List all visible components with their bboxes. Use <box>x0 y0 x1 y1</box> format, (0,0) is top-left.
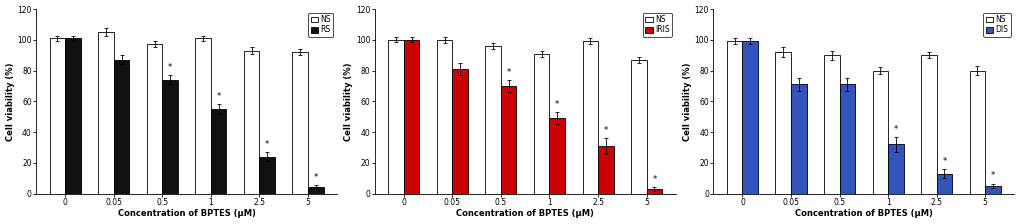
Bar <box>597 146 613 194</box>
Bar <box>727 41 742 194</box>
Bar <box>162 80 177 194</box>
Bar <box>790 84 806 194</box>
Y-axis label: Cell viability (%): Cell viability (%) <box>343 62 353 140</box>
Bar <box>259 157 275 194</box>
Bar <box>500 86 516 194</box>
Legend: NS, IRIS: NS, IRIS <box>642 13 672 37</box>
Bar <box>742 41 757 194</box>
Bar <box>452 69 468 194</box>
Bar <box>98 32 114 194</box>
X-axis label: Concentration of BPTES (μM): Concentration of BPTES (μM) <box>794 209 931 218</box>
Bar <box>436 40 452 194</box>
Bar <box>65 38 81 194</box>
Bar <box>839 84 854 194</box>
Bar <box>404 40 419 194</box>
Y-axis label: Cell viability (%): Cell viability (%) <box>5 62 14 140</box>
Text: *: * <box>942 157 946 166</box>
Text: *: * <box>893 125 897 134</box>
Text: *: * <box>265 140 269 149</box>
Bar <box>631 60 646 194</box>
Bar <box>935 174 952 194</box>
Bar <box>984 186 1000 194</box>
Text: *: * <box>313 173 318 182</box>
Bar <box>920 55 935 194</box>
Bar <box>244 51 259 194</box>
Text: *: * <box>554 100 558 109</box>
Bar <box>549 118 565 194</box>
Text: *: * <box>989 171 995 181</box>
Legend: NS, DIS: NS, DIS <box>982 13 1010 37</box>
Bar <box>888 144 903 194</box>
Bar <box>388 40 404 194</box>
Bar <box>774 52 790 194</box>
Bar <box>308 187 323 194</box>
Bar <box>196 38 211 194</box>
Text: *: * <box>651 174 656 183</box>
Text: *: * <box>216 92 220 101</box>
Bar <box>533 54 549 194</box>
Text: *: * <box>506 68 511 77</box>
Bar <box>823 55 839 194</box>
Bar <box>646 189 661 194</box>
Bar <box>50 38 65 194</box>
Bar <box>485 46 500 194</box>
Y-axis label: Cell viability (%): Cell viability (%) <box>682 62 691 140</box>
Text: *: * <box>603 126 607 135</box>
Bar <box>292 52 308 194</box>
Bar <box>582 41 597 194</box>
Bar <box>969 71 984 194</box>
X-axis label: Concentration of BPTES (μM): Concentration of BPTES (μM) <box>117 209 256 218</box>
X-axis label: Concentration of BPTES (μM): Concentration of BPTES (μM) <box>455 209 594 218</box>
Bar <box>114 60 129 194</box>
Text: *: * <box>168 63 172 72</box>
Bar <box>147 44 162 194</box>
Bar <box>211 109 226 194</box>
Legend: NS, RS: NS, RS <box>308 13 333 37</box>
Bar <box>871 71 888 194</box>
